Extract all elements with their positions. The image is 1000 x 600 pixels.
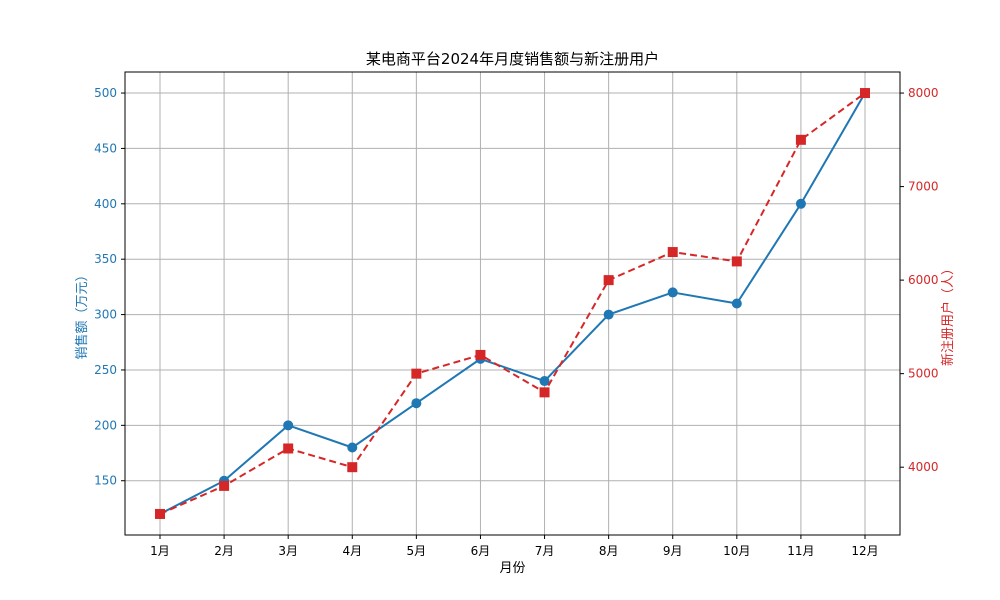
data-point-sales <box>731 298 742 309</box>
y-left-tick-label: 350 <box>94 252 117 266</box>
data-point-users <box>283 443 294 454</box>
x-tick-label: 12月 <box>851 544 878 558</box>
y-right-tick-label: 7000 <box>908 180 939 194</box>
y-left-tick-label: 450 <box>94 141 117 155</box>
x-tick-label: 5月 <box>407 544 427 558</box>
y-left-tick-label: 250 <box>94 363 117 377</box>
x-tick-label: 11月 <box>787 544 814 558</box>
data-point-users <box>155 508 165 519</box>
data-point-users <box>603 275 614 286</box>
data-point-sales <box>603 309 614 320</box>
x-tick-label: 7月 <box>535 544 555 558</box>
data-point-users <box>539 387 550 398</box>
y-axis-left-label: 销售额（万元） <box>74 268 90 359</box>
x-axis-label: 月份 <box>499 561 525 576</box>
y-right-tick-label: 5000 <box>908 367 939 381</box>
plot-frame <box>124 71 901 536</box>
data-point-users <box>731 256 742 267</box>
data-point-sales <box>795 198 806 209</box>
data-point-users <box>667 247 678 258</box>
series-layer <box>155 88 870 519</box>
data-point-users <box>411 368 422 379</box>
x-tick-label: 10月 <box>723 544 750 558</box>
data-point-users <box>860 88 870 99</box>
data-point-users <box>347 462 358 473</box>
data-point-sales <box>411 398 422 409</box>
x-tick-label: 1月 <box>150 544 170 558</box>
y-right-tick-label: 8000 <box>908 86 939 100</box>
x-tick-label: 2月 <box>214 544 234 558</box>
y-left-tick-label: 400 <box>94 197 117 211</box>
data-point-users <box>219 480 230 491</box>
data-point-users <box>795 134 806 145</box>
y-axis-right-label: 新注册用户（人） <box>940 262 956 366</box>
data-point-sales <box>283 420 294 431</box>
y-left-tick-label: 150 <box>94 474 117 488</box>
data-point-sales <box>539 376 550 387</box>
x-tick-label: 3月 <box>278 544 298 558</box>
y-right-tick-label: 6000 <box>908 273 939 287</box>
axes: 1月 2月 3月 4月 5月 6月 7月 8月 9月 10月 11月 12月 150 200 250 300 3… <box>94 86 938 558</box>
series-line-users <box>159 92 866 515</box>
x-tick-label: 6月 <box>471 544 491 558</box>
series-line-sales <box>159 92 866 515</box>
y-left-tick-label: 300 <box>94 308 117 322</box>
y-left-tick-label: 200 <box>94 418 117 432</box>
grid <box>125 72 900 535</box>
data-point-sales <box>667 287 678 298</box>
x-tick-label: 4月 <box>342 544 362 558</box>
x-tick-label: 9月 <box>663 544 683 558</box>
chart-title: 某电商平台2024年月度销售额与新注册用户 <box>366 50 659 68</box>
y-left-tick-label: 500 <box>94 86 117 100</box>
y-right-tick-label: 4000 <box>908 460 939 474</box>
x-tick-label: 8月 <box>599 544 619 558</box>
data-point-users <box>475 349 486 360</box>
data-point-sales <box>347 442 358 453</box>
